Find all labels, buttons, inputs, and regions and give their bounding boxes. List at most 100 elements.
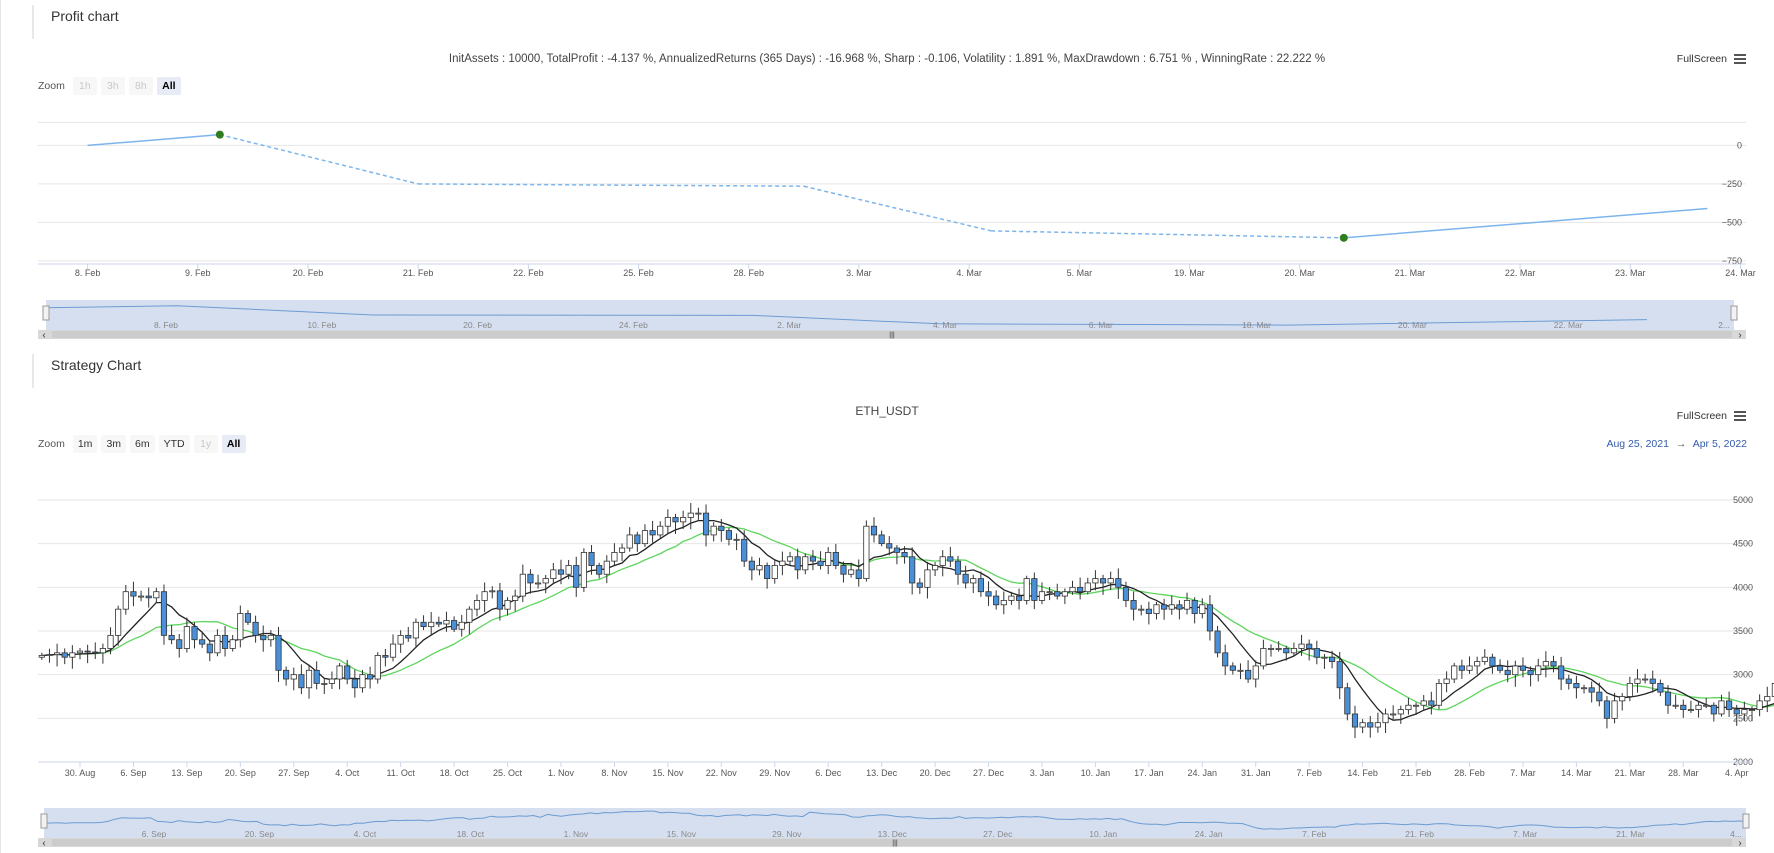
candle-body[interactable] [786,556,794,562]
candle-body[interactable] [168,634,175,641]
candle-body[interactable] [1680,704,1687,711]
candle-body[interactable] [1138,608,1145,611]
candle-body[interactable] [603,560,610,575]
candle-body[interactable] [512,595,519,601]
candle-body[interactable] [1283,648,1290,654]
candle-body[interactable] [687,512,694,518]
candle-body[interactable] [298,674,305,689]
candle-body[interactable] [1771,683,1774,697]
candle-body[interactable] [573,565,580,588]
candle-body[interactable] [840,565,847,575]
candle-body[interactable] [1565,678,1572,684]
candle-body[interactable] [1382,713,1389,724]
candle-body[interactable] [1367,722,1374,728]
candle-body[interactable] [481,591,488,601]
candle-body[interactable] [1191,600,1198,614]
candle-body[interactable] [1489,656,1496,667]
strategy-scrollbar-thumb[interactable] [52,839,1732,846]
candle-body[interactable] [1298,643,1305,649]
candle-body[interactable] [535,582,542,585]
candle-body[interactable] [1176,604,1183,610]
candle-body[interactable] [1466,665,1473,671]
navigator-right-handle[interactable] [1730,305,1738,321]
candle-body[interactable] [61,652,68,658]
candle-body[interactable] [1703,704,1710,707]
candle-body[interactable] [901,552,908,558]
candle-body[interactable] [657,525,664,536]
candle-body[interactable] [771,565,778,580]
candle-body[interactable] [244,613,252,623]
candle-body[interactable] [1649,678,1656,684]
candle-body[interactable] [886,543,893,549]
candle-body[interactable] [1329,656,1336,662]
candle-body[interactable] [1122,586,1130,601]
candle-body[interactable] [1260,648,1267,667]
candle-body[interactable] [710,525,717,536]
candle-body[interactable] [1115,578,1122,588]
candle-body[interactable] [1435,683,1443,706]
candle-body[interactable] [1412,704,1420,707]
candle-body[interactable] [466,608,473,623]
candle-body[interactable] [84,650,91,653]
candle-body[interactable] [1222,652,1229,667]
candle-body[interactable] [1558,665,1565,680]
candle-body[interactable] [137,595,145,598]
candle-body[interactable] [1344,687,1351,715]
candle-body[interactable] [1237,669,1244,672]
candle-body[interactable] [1031,578,1038,601]
candle-body[interactable] [1588,687,1595,693]
candle-body[interactable] [76,650,84,654]
candle-body[interactable] [351,678,358,689]
candle-body[interactable] [176,639,183,649]
candle-body[interactable] [725,530,733,540]
candle-body[interactable] [519,573,526,597]
candle-body[interactable] [1603,700,1611,719]
candle-body[interactable] [870,525,878,536]
candle-body[interactable] [237,613,244,641]
candle-body[interactable] [748,560,755,571]
candle-body[interactable] [1710,704,1717,715]
candle-body[interactable] [1764,696,1771,702]
candle-body[interactable] [977,578,984,593]
candle-body[interactable] [54,652,61,655]
candle-body[interactable] [321,683,328,685]
candle-body[interactable] [954,560,962,575]
candle-body[interactable] [183,626,190,649]
candle-body[interactable] [764,565,771,580]
candle-body[interactable] [305,669,313,689]
candle-body[interactable] [1390,713,1397,716]
candle-body[interactable] [1199,604,1206,614]
candle-body[interactable] [1015,595,1023,601]
candle-body[interactable] [863,525,870,580]
candle-body[interactable] [115,608,122,636]
candle-body[interactable] [1054,591,1061,597]
candle-body[interactable] [1405,704,1412,711]
candle-body[interactable] [878,534,885,545]
candle-body[interactable] [1359,722,1366,728]
candle-body[interactable] [1077,586,1084,593]
candle-body[interactable] [672,517,679,523]
candle-body[interactable] [1229,665,1236,671]
candle-body[interactable] [756,565,763,571]
strategy-zoom-1m-button[interactable]: 1m [72,435,98,453]
candle-body[interactable] [145,595,152,599]
candle-body[interactable] [107,634,114,649]
candle-body[interactable] [473,600,481,610]
candle-body[interactable] [832,552,839,566]
candle-body[interactable] [596,565,603,575]
strategy-fullscreen-button[interactable]: FullScreen [1677,410,1746,422]
candle-body[interactable] [435,621,442,625]
candle-body[interactable] [283,669,290,680]
candle-body[interactable] [153,591,160,599]
candle-body[interactable] [1512,665,1519,676]
candle-body[interactable] [970,578,977,584]
profit-zoom-3h-button[interactable]: 3h [100,77,125,95]
candle-body[interactable] [947,556,954,562]
navigator-left-handle[interactable] [40,813,48,829]
candle-body[interactable] [909,556,916,584]
candle-body[interactable] [1046,591,1053,594]
candle-body[interactable] [1458,665,1465,671]
range-from-input[interactable]: Aug 25, 2021 [1606,438,1669,450]
candle-body[interactable] [267,634,274,641]
candle-body[interactable] [1374,722,1381,728]
